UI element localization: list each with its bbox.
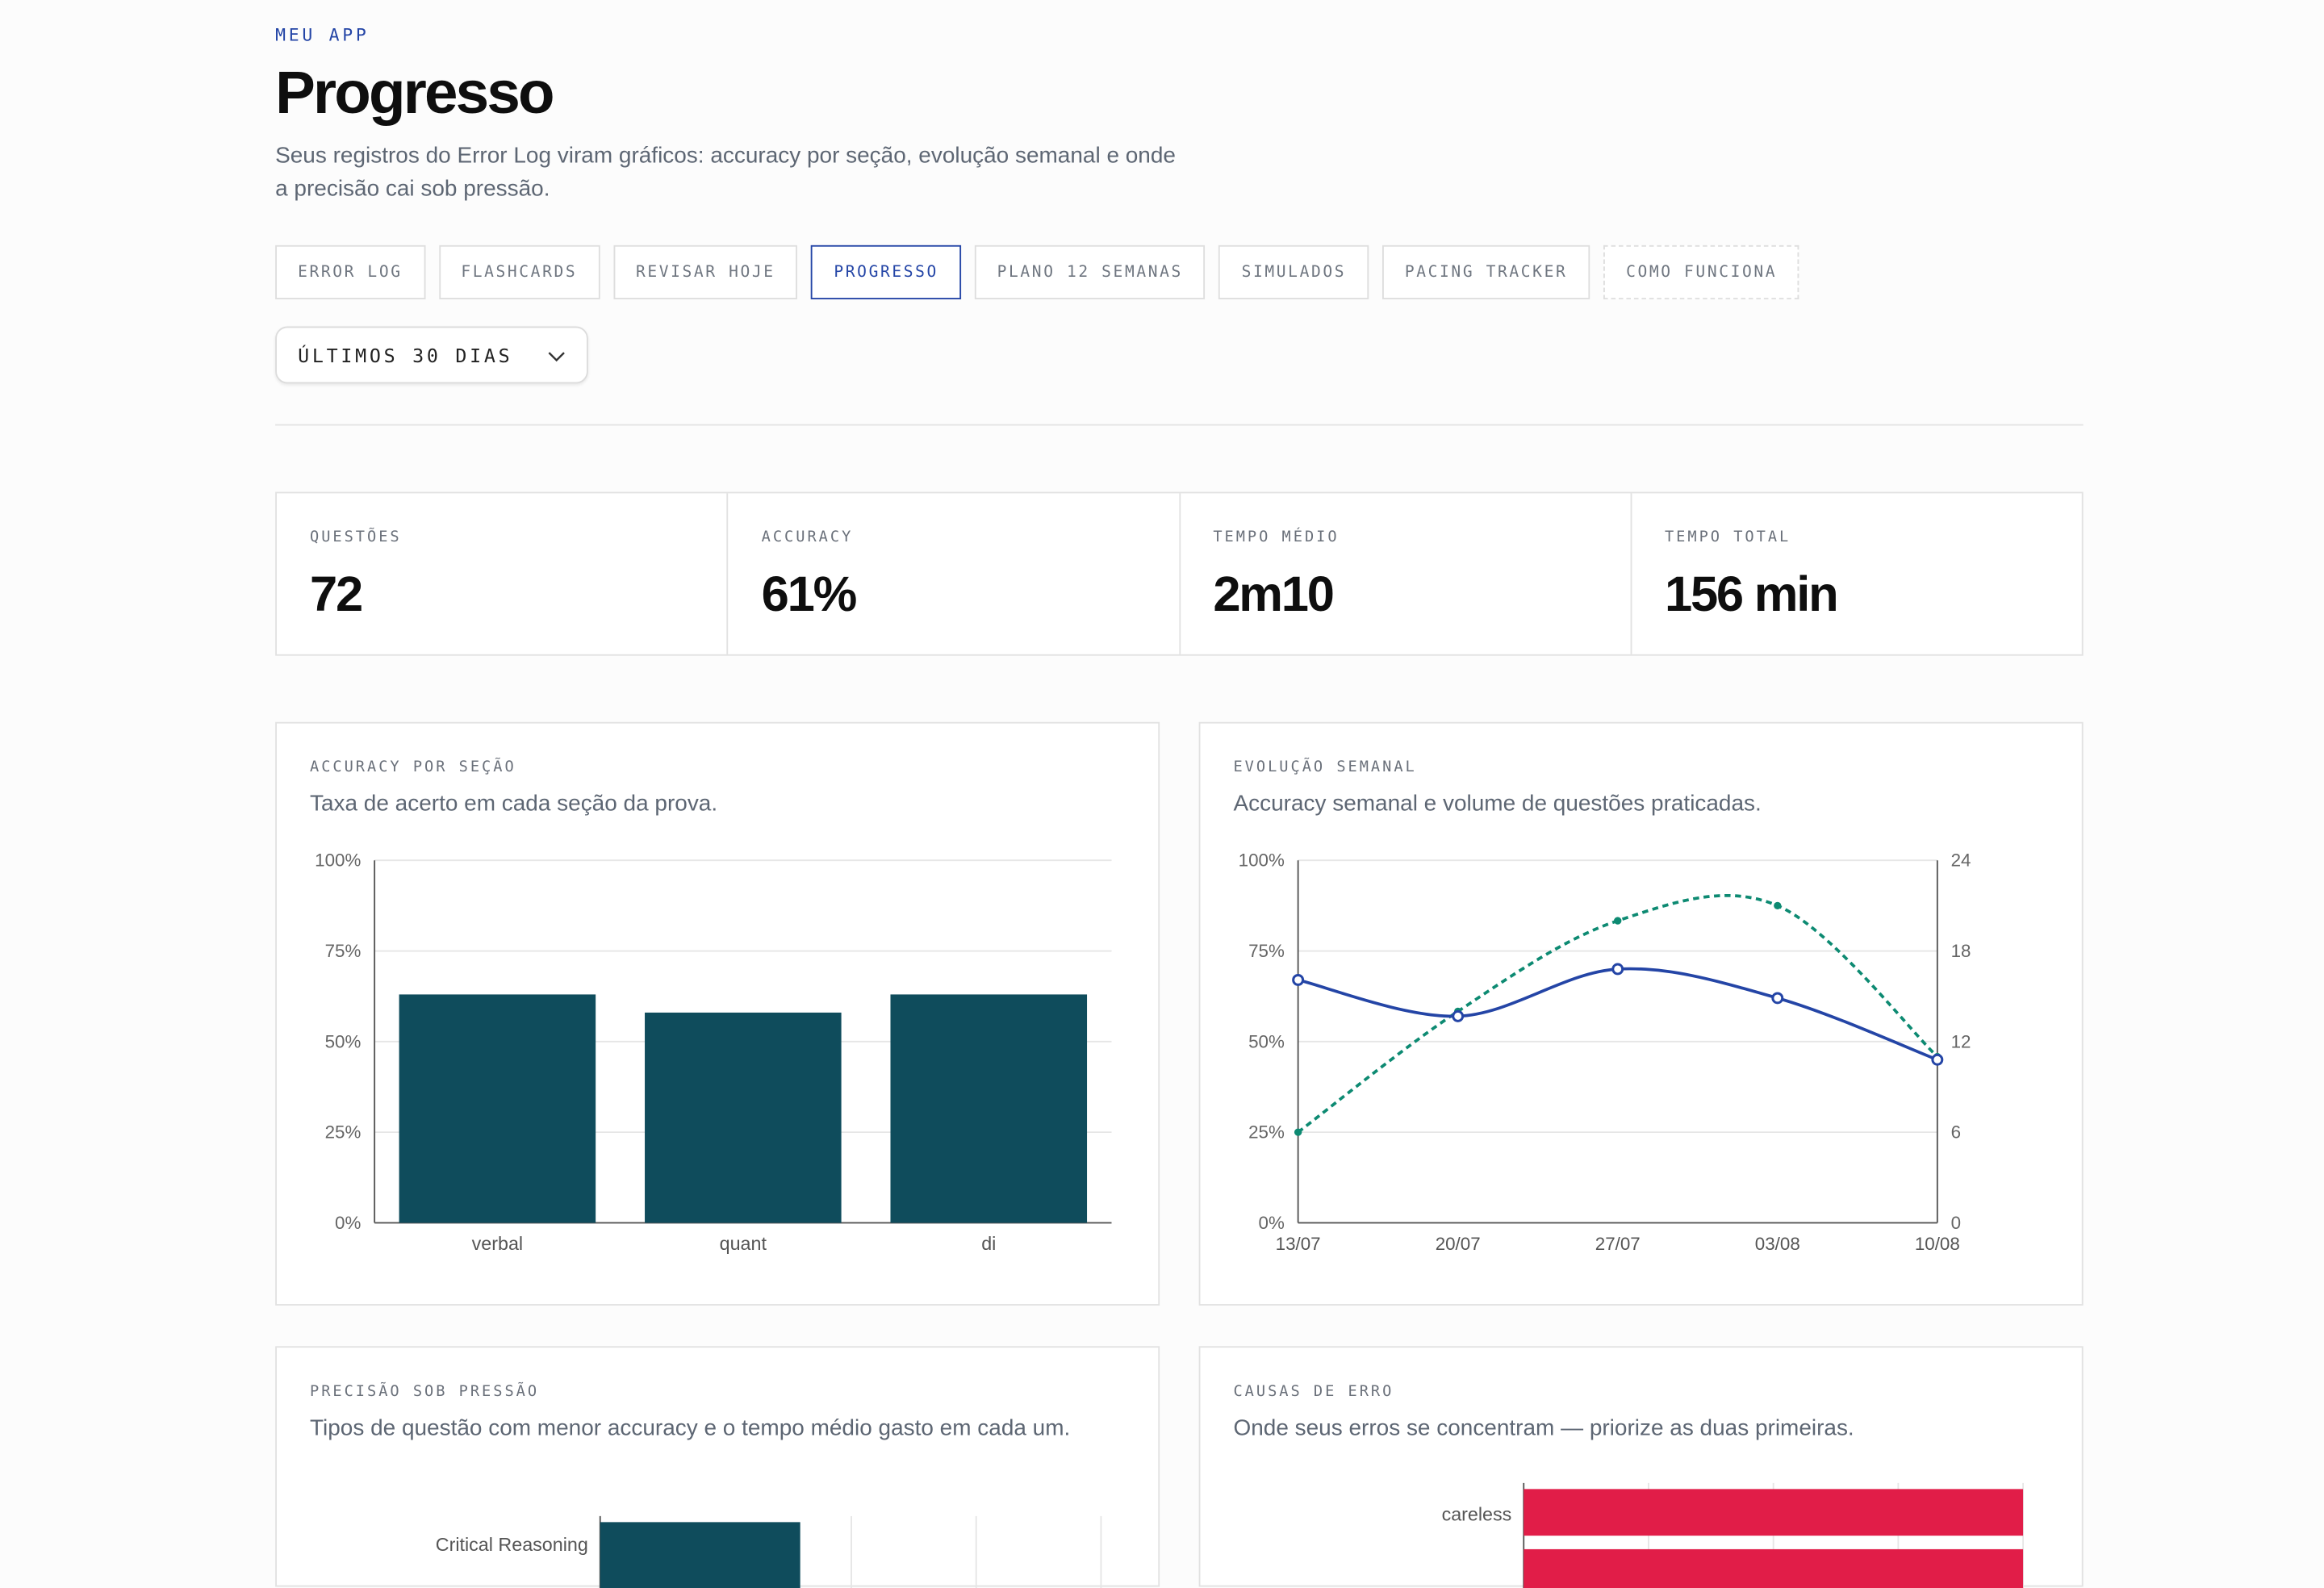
y2-tick-label: 0	[1951, 1213, 1961, 1233]
page-title: Progresso	[275, 60, 554, 127]
card-description: Onde seus erros se concentram — priorize…	[1233, 1415, 1854, 1441]
x-tick-label: 20/07	[1436, 1234, 1481, 1254]
page-subtitle: Seus registros do Error Log viram gráfic…	[275, 143, 1176, 202]
stat-value: 2m10	[1213, 565, 1335, 621]
stat-accuracy: ACCURACY 61%	[729, 493, 1181, 654]
y-tick-label: 0%	[1259, 1213, 1285, 1233]
tab-progresso[interactable]: PROGRESSO	[811, 244, 961, 299]
y2-tick-label: 18	[1951, 941, 1971, 961]
bar-careless	[1524, 1489, 2024, 1536]
series-accuracy-point	[1611, 963, 1624, 976]
card-evolucao-semanal: EVOLUÇÃO SEMANAL Accuracy semanal e volu…	[1198, 721, 2084, 1306]
y2-tick-label: 6	[1951, 1122, 1961, 1143]
series-accuracy-point	[1292, 973, 1305, 986]
stats-row: QUESTÕES 72 ACCURACY 61% TEMPO MÉDIO 2m1…	[275, 491, 2084, 656]
card-causas-de-erro: CAUSAS DE ERRO Onde seus erros se concen…	[1198, 1346, 2084, 1588]
y-tick-label: 75%	[325, 941, 362, 961]
series-volume-line	[1297, 894, 1939, 1134]
y-tick-label: 100%	[315, 850, 361, 871]
card-description: Taxa de acerto em cada seção da prova.	[309, 791, 718, 817]
card-label: ACCURACY POR SEÇÃO	[309, 759, 516, 776]
series-accuracy-point	[1452, 1009, 1465, 1022]
error-causes-chart: careless	[1442, 1482, 2025, 1588]
x-tick-label: verbal	[472, 1233, 523, 1254]
card-accuracy-por-secao: ACCURACY POR SEÇÃO Taxa de acerto em cad…	[275, 721, 1160, 1306]
app-eyebrow: MEU APP	[275, 23, 370, 45]
stat-questoes: QUESTÕES 72	[277, 493, 729, 654]
stat-tempo-medio: TEMPO MÉDIO 2m10	[1180, 493, 1632, 654]
series-accuracy-point	[1771, 992, 1784, 1005]
bar-di	[890, 994, 1088, 1223]
card-description: Accuracy semanal e volume de questões pr…	[1233, 791, 1762, 817]
stat-label: TEMPO MÉDIO	[1213, 529, 1340, 546]
period-select-value: ÚLTIMOS 30 DIAS	[298, 343, 513, 366]
y2-tick-label: 24	[1951, 850, 1971, 871]
card-description: Tipos de questão com menor accuracy e o …	[309, 1415, 1071, 1441]
stat-label: TEMPO TOTAL	[1664, 529, 1791, 546]
period-select[interactable]: ÚLTIMOS 30 DIAS	[275, 326, 588, 384]
tab-revisar-hoje[interactable]: REVISAR HOJE	[612, 244, 798, 299]
section-accuracy-chart: 0% 25% 50% 75% 100% verbal quant di	[315, 850, 1112, 1254]
tab-como-funciona[interactable]: COMO FUNCIONA	[1603, 244, 1800, 299]
card-label: PRECISÃO SOB PRESSÃO	[309, 1383, 540, 1401]
stat-tempo-total: TEMPO TOTAL 156 min	[1632, 493, 2082, 654]
card-label: CAUSAS DE ERRO	[1233, 1383, 1394, 1401]
series-volume-point	[1294, 1128, 1302, 1136]
tab-plano-12-semanas[interactable]: PLANO 12 SEMANAS	[974, 244, 1206, 299]
x-tick-label: 27/07	[1595, 1234, 1641, 1254]
card-label: EVOLUÇÃO SEMANAL	[1233, 759, 1417, 776]
weekly-evolution-chart: 0% 25% 50% 75% 100% 0 6 12 18 24 13/07 20/07 27/07 03…	[1239, 850, 1971, 1254]
x-tick-label: 13/07	[1276, 1234, 1321, 1254]
tab-bar: ERROR LOG FLASHCARDS REVISAR HOJE PROGRE…	[275, 244, 1800, 299]
y-tick-label: 75%	[1248, 941, 1285, 961]
series-volume-point	[1774, 901, 1782, 910]
divider	[275, 424, 2084, 426]
series-volume-point	[1614, 917, 1622, 925]
y-tick-label: 0%	[335, 1213, 361, 1233]
stat-value: 72	[309, 565, 363, 621]
bar-critical-reasoning	[600, 1522, 800, 1588]
series-accuracy-line	[1298, 967, 1938, 1062]
y-tick-label: 100%	[1239, 850, 1285, 871]
card-precisao-sob-pressao: PRECISÃO SOB PRESSÃO Tipos de questão co…	[275, 1346, 1160, 1588]
y-tick-label: careless	[1442, 1504, 1512, 1525]
series-accuracy-point	[1931, 1053, 1944, 1066]
y-tick-label: Critical Reasoning	[436, 1534, 588, 1555]
bar-verbal	[399, 994, 596, 1223]
stat-value: 61%	[761, 565, 858, 621]
stat-label: QUESTÕES	[309, 529, 402, 546]
y2-tick-label: 12	[1951, 1031, 1971, 1051]
tab-error-log[interactable]: ERROR LOG	[275, 244, 425, 299]
x-tick-label: di	[981, 1233, 996, 1254]
x-tick-label: 03/08	[1755, 1234, 1800, 1254]
tab-simulados[interactable]: SIMULADOS	[1218, 244, 1369, 299]
y-tick-label: 50%	[325, 1031, 362, 1051]
tab-pacing-tracker[interactable]: PACING TRACKER	[1381, 244, 1590, 299]
stat-label: ACCURACY	[761, 529, 854, 546]
y-tick-label: 50%	[1248, 1031, 1285, 1051]
tab-flashcards[interactable]: FLASHCARDS	[438, 244, 600, 299]
chevron-down-icon	[547, 344, 565, 366]
bar-second-cause	[1524, 1548, 2024, 1588]
y-tick-label: 25%	[325, 1122, 362, 1143]
x-tick-label: 10/08	[1915, 1234, 1960, 1254]
bar-quant	[645, 1012, 842, 1223]
pressure-chart: Critical Reasoning	[436, 1515, 1102, 1588]
stat-value: 156 min	[1664, 565, 1839, 621]
y-tick-label: 25%	[1248, 1122, 1285, 1143]
x-tick-label: quant	[720, 1233, 767, 1254]
